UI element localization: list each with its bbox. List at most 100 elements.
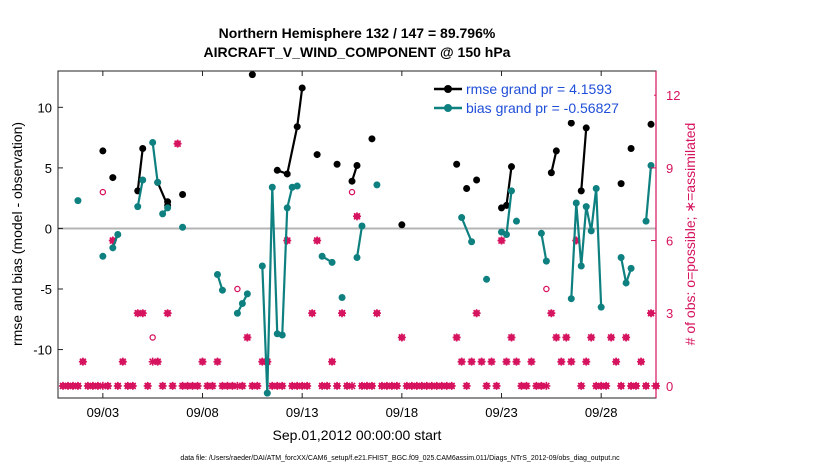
bias-point xyxy=(338,293,346,301)
x-axis-label: Sep.01,2012 00:00:00 start xyxy=(273,427,442,443)
obs-assimilated-marker xyxy=(88,381,97,390)
obs-assimilated-marker xyxy=(98,381,107,390)
rmse-point xyxy=(179,191,187,199)
obs-assimilated-marker xyxy=(118,357,127,366)
bias-point xyxy=(278,331,286,339)
bias-point xyxy=(642,217,650,225)
bias-point xyxy=(358,222,366,230)
obs-assimilated-marker xyxy=(527,357,536,366)
bias-line xyxy=(355,225,364,258)
bias-point xyxy=(587,227,595,235)
obs-assimilated-marker xyxy=(457,357,466,366)
obs-assimilated-marker xyxy=(577,381,586,390)
obs-assimilated-marker xyxy=(278,381,287,390)
obs-assimilated-marker xyxy=(273,381,282,390)
obs-assimilated-marker xyxy=(467,357,476,366)
obs-assimilated-marker xyxy=(377,381,386,390)
y-right-tick-label: 12 xyxy=(666,88,680,103)
obs-assimilated-marker xyxy=(622,333,631,342)
bias-point xyxy=(258,262,266,270)
obs-assimilated-marker xyxy=(268,381,277,390)
bias-point xyxy=(328,258,336,266)
obs-assimilated-marker xyxy=(218,381,227,390)
bias-point xyxy=(622,279,630,287)
obs-assimilated-marker xyxy=(372,309,381,318)
rmse-point xyxy=(503,201,510,209)
obs-assimilated-marker xyxy=(422,381,431,390)
obs-assimilated-marker xyxy=(128,381,137,390)
bias-point xyxy=(164,204,172,212)
obs-assimilated-marker xyxy=(642,381,651,390)
obs-assimilated-marker xyxy=(188,381,197,390)
y-tick-label: 0 xyxy=(45,221,52,236)
obs-assimilated-marker xyxy=(348,381,357,390)
obs-assimilated-marker xyxy=(412,381,421,390)
bias-point xyxy=(537,229,545,237)
plot-area xyxy=(58,71,656,398)
rmse-point xyxy=(353,161,361,169)
bias-point xyxy=(507,187,515,195)
obs-possible-marker xyxy=(149,334,156,341)
bias-point xyxy=(268,183,276,191)
y-axis-left-label: rmse and bias (model - observation) xyxy=(9,122,25,346)
obs-assimilated-marker xyxy=(353,212,361,221)
chart-title-line2: AIRCRAFT_V_WIND_COMPONENT @ 150 hPa xyxy=(204,44,511,60)
obs-assimilated-marker xyxy=(303,381,312,390)
bias-point xyxy=(283,204,291,212)
bias-point xyxy=(99,252,107,260)
bias-point xyxy=(617,254,625,262)
rmse-point xyxy=(453,160,461,168)
y-tick-label: -10 xyxy=(33,343,52,358)
obs-assimilated-marker xyxy=(253,381,262,390)
footer-data-file: data file: /Users/raeder/DAI/ATM_forcXX/… xyxy=(180,455,620,462)
x-tick-label: 09/03 xyxy=(87,405,120,420)
obs-assimilated-marker xyxy=(552,333,561,342)
obs-count-layer xyxy=(58,139,660,390)
obs-assimilated-marker xyxy=(338,309,347,318)
rmse-point xyxy=(348,177,356,185)
legend: rmse grand pr = 4.1593 bias grand pr = -… xyxy=(430,78,654,120)
obs-possible-marker xyxy=(99,188,107,196)
bias-point xyxy=(468,238,476,246)
chart-title-line1: Northern Hemisphere 132 / 147 = 89.796% xyxy=(219,25,496,41)
obs-assimilated-marker xyxy=(597,381,606,390)
rmse-point xyxy=(283,170,291,178)
bias-point xyxy=(74,197,82,205)
obs-assimilated-marker xyxy=(288,381,297,390)
obs-possible-marker xyxy=(234,285,241,293)
bias-line xyxy=(644,165,653,222)
obs-assimilated-marker xyxy=(133,309,142,318)
rmse-point xyxy=(313,151,321,159)
y-right-tick-label: 6 xyxy=(666,234,673,249)
obs-assimilated-marker xyxy=(343,381,352,390)
obs-assimilated-marker xyxy=(492,381,501,390)
obs-assimilated-marker xyxy=(472,309,481,318)
obs-assimilated-marker xyxy=(567,357,576,366)
obs-assimilated-marker xyxy=(382,381,391,390)
y-right-tick-label: 0 xyxy=(666,379,673,394)
x-tick-label: 09/08 xyxy=(186,405,219,420)
rmse-point xyxy=(647,120,655,128)
obs-assimilated-marker xyxy=(407,381,416,390)
obs-assimilated-marker xyxy=(113,381,122,390)
obs-assimilated-marker xyxy=(542,381,551,390)
obs-assimilated-marker xyxy=(402,381,411,390)
obs-assimilated-marker xyxy=(213,357,222,366)
obs-assimilated-marker xyxy=(233,381,242,390)
obs-assimilated-marker xyxy=(607,333,616,342)
bias-point xyxy=(263,389,271,397)
obs-assimilated-marker xyxy=(223,381,232,390)
obs-assimilated-marker xyxy=(73,381,82,390)
bias-point xyxy=(647,161,655,169)
obs-assimilated-marker xyxy=(452,333,461,342)
legend-box xyxy=(430,78,654,120)
obs-assimilated-marker xyxy=(557,357,566,366)
rmse-point xyxy=(577,187,585,195)
y-axis-right-label: # of obs: o=possible; ∗=assimilated xyxy=(682,123,698,346)
obs-assimilated-marker xyxy=(323,381,332,390)
bias-point xyxy=(483,275,491,283)
bias-point xyxy=(597,303,605,311)
bias-point xyxy=(233,309,241,317)
obs-assimilated-marker xyxy=(173,139,182,148)
